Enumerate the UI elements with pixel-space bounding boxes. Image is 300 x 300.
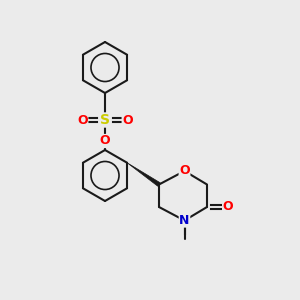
Text: O: O — [100, 134, 110, 148]
Text: N: N — [179, 214, 190, 227]
Polygon shape — [127, 163, 160, 186]
Text: O: O — [223, 200, 233, 214]
Text: O: O — [77, 113, 88, 127]
Text: O: O — [179, 164, 190, 178]
Text: O: O — [122, 113, 133, 127]
Text: S: S — [100, 113, 110, 127]
